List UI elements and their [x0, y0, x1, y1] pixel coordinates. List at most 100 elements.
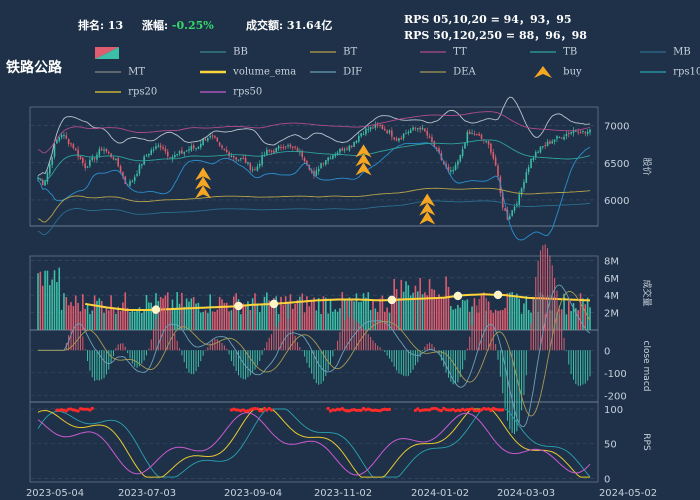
legend-line-swatch [420, 71, 446, 73]
candle-body [218, 142, 221, 146]
volume-bar [327, 313, 329, 330]
volume-bar [287, 301, 289, 330]
candle-body [586, 131, 589, 135]
volume-bar [181, 292, 183, 330]
candle-body [414, 127, 417, 129]
volume-bar [393, 278, 395, 330]
legend-item-MT: MT [95, 65, 145, 79]
volume-bar [438, 294, 440, 330]
volume-bar [506, 293, 509, 330]
volume-bar [527, 309, 530, 330]
y-tick-label: 6M [604, 274, 619, 285]
candle-body [579, 132, 582, 134]
candle-body [291, 146, 294, 148]
volume-bar [148, 302, 150, 330]
candle-body [164, 148, 167, 152]
candle-body [546, 141, 549, 147]
volume-bar [211, 311, 214, 330]
legend-line-swatch [420, 51, 446, 53]
candle-body [58, 137, 61, 141]
candle-body [525, 172, 528, 183]
candle-body [256, 166, 259, 171]
volume-bar [520, 313, 523, 330]
candle-body [86, 166, 89, 168]
rps-high-marker [472, 409, 477, 413]
volume-bar [204, 310, 207, 330]
volume-bar [79, 311, 82, 330]
volume-bar [242, 303, 245, 330]
legend-label: MT [125, 66, 146, 78]
volume-bar [497, 310, 499, 330]
candle-body [51, 157, 53, 165]
candle-body [258, 163, 261, 167]
legend-item-DIF: DIF [310, 65, 362, 79]
candle-body [461, 149, 464, 156]
volume-bar [105, 308, 108, 330]
volume-bar [152, 309, 155, 330]
volume-bar [86, 303, 89, 330]
volume-bar [141, 312, 143, 330]
candle-body [407, 132, 410, 134]
legend-item-TT: TT [420, 45, 467, 59]
candle-body [518, 194, 521, 205]
dea-line [38, 290, 591, 417]
rps-high-marker [359, 408, 363, 412]
rps-long-text: RPS 50,120,250 = 88，96，98 [404, 29, 587, 42]
rps-high-marker [484, 407, 488, 411]
volume-bar [103, 312, 105, 330]
candle-body [353, 141, 355, 147]
rps-high-marker [423, 408, 427, 412]
candle-body [93, 158, 96, 160]
candle-body [513, 206, 516, 211]
candle-body [369, 127, 372, 130]
volume-bar [412, 292, 414, 330]
volume-bar [398, 298, 400, 330]
volume-bar [174, 309, 176, 330]
legend-label: TB [560, 46, 578, 58]
candle-body [233, 155, 235, 158]
rps-high-marker [345, 409, 349, 413]
volume-bar [195, 303, 197, 330]
candle-body [303, 157, 306, 162]
volume-bar [63, 293, 65, 330]
volume-bar [320, 313, 322, 330]
candle-body [214, 136, 216, 138]
volume-bar [395, 289, 398, 330]
legend-line-swatch [310, 71, 336, 73]
legend-item-buy: buy [530, 65, 582, 79]
volume-bar [44, 270, 46, 330]
candle-body [289, 144, 292, 147]
rps-high-marker [387, 407, 392, 411]
candle-body [572, 130, 575, 134]
candle-body [320, 163, 322, 169]
legend-item-TB: TB [530, 45, 577, 59]
rps-high-marker [350, 408, 354, 412]
candle-body [49, 164, 51, 174]
volume-bar [176, 292, 178, 330]
candle-body [282, 146, 285, 148]
volume-bar [268, 300, 270, 330]
volume-ema-line [85, 293, 591, 311]
volume-bar [494, 309, 497, 330]
rps-high-marker [444, 408, 448, 412]
candle-body [358, 135, 360, 142]
candle-body [207, 138, 209, 141]
rps-high-marker [451, 407, 455, 411]
candle-body [374, 124, 377, 128]
candle-body [348, 145, 351, 151]
y-axis-label: close macd [641, 341, 651, 392]
volume-bar [70, 302, 72, 330]
volume-bar [435, 298, 438, 330]
candle-body [162, 147, 164, 149]
volume-bar [346, 300, 348, 330]
candle-body [350, 145, 353, 147]
volume-signal-dot [453, 291, 463, 301]
candle-body [84, 163, 86, 169]
volume-bar [89, 314, 91, 330]
candle-body [192, 145, 195, 149]
rps-high-marker [489, 408, 493, 413]
candle-body [327, 157, 329, 161]
candle-body [473, 133, 476, 136]
y-tick-label: 50 [604, 440, 617, 451]
